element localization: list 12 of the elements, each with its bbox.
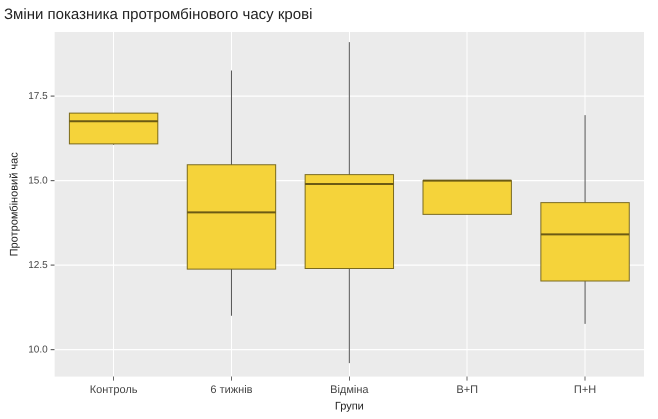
y-tick-label: 15.0	[28, 175, 48, 186]
y-axis-title: Протромбіновий час	[8, 152, 21, 256]
x-tick-label: П+Н	[574, 384, 596, 396]
x-axis-title: Групи	[334, 400, 364, 412]
y-tick-label: 12.5	[28, 260, 48, 271]
y-tick-label: 10.0	[28, 344, 48, 356]
y-tick-label: 17.5	[28, 90, 48, 102]
x-tick-label: Відміна	[330, 384, 370, 396]
x-tick-label: 6 тижнів	[210, 384, 253, 396]
x-tick-label: Контроль	[90, 384, 138, 396]
x-tick-label: В+П	[456, 384, 478, 396]
chart-title: Зміни показника протромбінового часу крові	[4, 6, 312, 24]
